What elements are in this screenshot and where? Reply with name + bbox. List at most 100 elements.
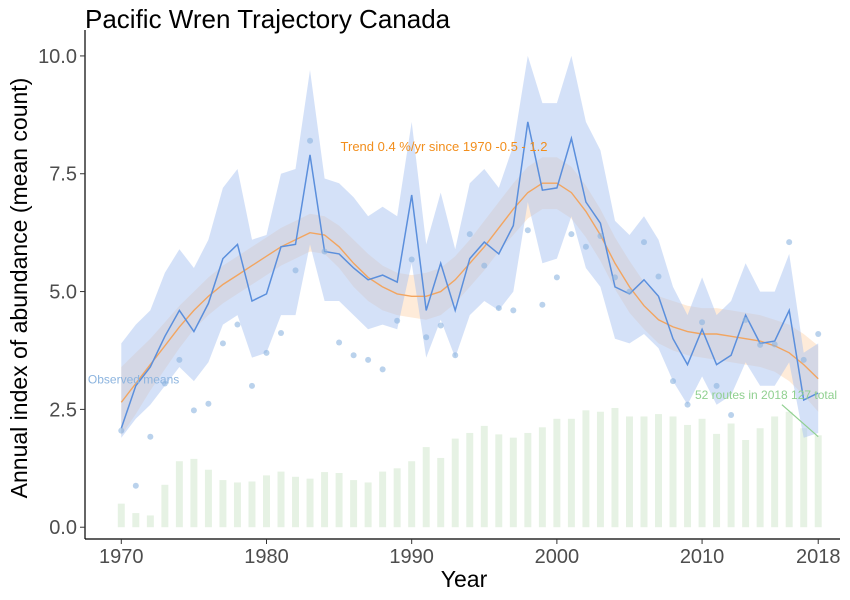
y-tick-label: 5.0 (49, 282, 77, 304)
observed-point (539, 301, 546, 308)
x-tick-label: 2018 (796, 546, 841, 568)
route-bar (567, 418, 575, 528)
route-bar (640, 416, 648, 528)
observed-annotation: Observed means (88, 372, 179, 386)
observed-point (292, 267, 299, 274)
observed-point (553, 274, 560, 281)
route-bar (727, 423, 735, 528)
y-axis-title: Annual index of abundance (mean count) (6, 78, 32, 499)
route-bar (422, 447, 430, 528)
observed-point (321, 248, 328, 255)
observed-point (219, 340, 226, 347)
observed-point (611, 274, 618, 281)
observed-point (670, 378, 677, 385)
observed-point (713, 382, 720, 389)
route-bar (292, 476, 300, 528)
route-bar (437, 457, 445, 528)
observed-point (510, 307, 517, 314)
observed-point (307, 137, 314, 144)
observed-point (161, 380, 168, 387)
observed-point (786, 239, 793, 246)
route-bar (713, 433, 721, 528)
route-bar (451, 438, 459, 528)
y-tick-label: 0.0 (49, 517, 77, 539)
route-bar (321, 472, 329, 528)
observed-point (176, 356, 183, 363)
route-bar (524, 432, 532, 528)
route-bar (204, 469, 212, 528)
observed-point (728, 412, 735, 419)
index-line (120, 121, 819, 429)
observed-point (408, 256, 415, 263)
route-bar (800, 428, 808, 528)
observed-point (336, 339, 343, 346)
x-tick-label: 1990 (389, 546, 434, 568)
observed-point (437, 322, 444, 329)
x-tick-label: 2010 (680, 546, 725, 568)
index-confidence-band (121, 55, 819, 438)
route-bar (553, 418, 561, 528)
route-bar (393, 468, 401, 528)
route-bar (771, 416, 779, 528)
route-bar (655, 414, 662, 528)
y-tick-label: 2.5 (49, 399, 77, 421)
route-bar (233, 482, 241, 528)
route-bar (161, 484, 169, 528)
route-bar (466, 432, 474, 528)
observed-point (365, 356, 372, 363)
route-bar (263, 475, 270, 528)
x-ticks: 1970 1980 1990 2000 2010 2018 (99, 539, 840, 568)
route-bar (364, 482, 372, 528)
observed-point (495, 305, 502, 312)
observed-point (655, 273, 662, 280)
observed-point (757, 341, 764, 348)
route-bar (219, 480, 227, 528)
observed-point (350, 352, 357, 359)
y-tick-label: 7.5 (49, 164, 77, 186)
index-band (121, 55, 819, 438)
route-bar (669, 416, 677, 528)
route-bar (175, 461, 183, 528)
route-bar (582, 410, 590, 528)
route-bar (684, 424, 692, 528)
observed-point (132, 482, 139, 489)
route-bar (350, 480, 358, 528)
route-bar (117, 503, 125, 528)
route-bar (509, 437, 517, 528)
route-bar (756, 428, 764, 528)
annotations: Trend 0.4 %/yr since 1970 -0.5 - 1.2 Obse… (88, 139, 837, 438)
observed-point (626, 288, 633, 295)
route-bar (132, 513, 140, 528)
observed-point (481, 262, 488, 269)
observed-point (582, 243, 589, 250)
observed-point (379, 366, 386, 373)
observed-point (278, 330, 285, 337)
trend-line (120, 182, 819, 403)
observed-point (248, 382, 255, 389)
observed-point (190, 407, 197, 414)
trend-line-group (120, 182, 819, 403)
route-bar (146, 515, 154, 528)
observed-point (815, 330, 822, 337)
observed-point (640, 239, 647, 246)
trend-annotation: Trend 0.4 %/yr since 1970 -0.5 - 1.2 (341, 139, 548, 154)
route-bar (495, 434, 503, 528)
observed-point (147, 433, 154, 440)
x-tick-label: 1980 (244, 546, 289, 568)
observed-point (524, 227, 531, 234)
observed-point (234, 321, 241, 328)
observed-point (597, 232, 604, 239)
route-bar (596, 411, 604, 528)
chart-title: Pacific Wren Trajectory Canada (85, 4, 451, 34)
observed-point (452, 352, 459, 359)
observed-point (423, 334, 430, 341)
route-bar (335, 473, 343, 528)
route-bar (611, 407, 619, 528)
route-bar (785, 411, 793, 528)
route-bar (379, 471, 387, 528)
route-bars (117, 407, 822, 528)
observed-point (466, 231, 473, 238)
route-bar (742, 440, 750, 528)
route-bar (248, 481, 256, 528)
